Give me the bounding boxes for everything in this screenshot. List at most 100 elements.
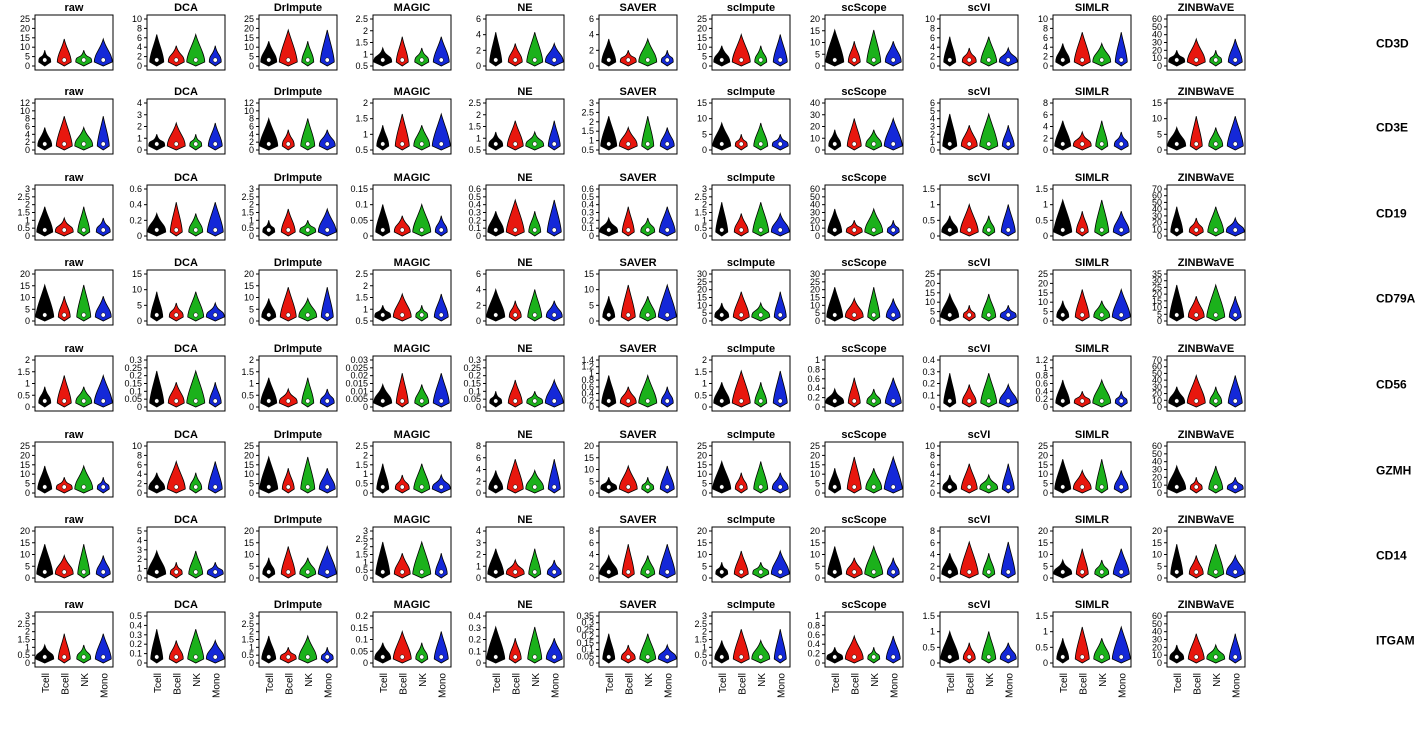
violin-mono — [771, 472, 789, 494]
y-tick-label: 0.1 — [922, 390, 935, 400]
y-tick-label: 6 — [1043, 33, 1048, 43]
median-dot — [1193, 398, 1199, 404]
median-dot — [42, 312, 48, 318]
median-dot — [777, 569, 783, 575]
y-tick-label: 15 — [244, 538, 254, 548]
y-tick-label: 4 — [476, 285, 481, 295]
median-dot — [986, 484, 992, 490]
y-tick-label: 3 — [249, 611, 254, 621]
y-tick-label: 4 — [1043, 42, 1048, 52]
median-dot — [664, 227, 670, 233]
y-tick-label: 60 — [1152, 362, 1162, 372]
y-tick-label: 15 — [697, 293, 707, 303]
median-dot — [738, 57, 744, 63]
violin-mono — [208, 382, 222, 408]
panel-dca-cd56: DCA 00.050.10.150.20.250.3 — [124, 343, 226, 412]
y-tick-label: 10 — [1152, 114, 1162, 124]
panel-title: scVI — [968, 599, 991, 611]
y-tick-label: 0 — [1043, 61, 1048, 71]
y-tick-label: 10 — [810, 469, 820, 479]
violin-bcell — [508, 638, 522, 664]
y-tick-label: 0 — [137, 145, 142, 155]
median-dot — [625, 141, 631, 147]
y-tick-label: 10 — [244, 469, 254, 479]
y-tick-label: 2 — [589, 117, 594, 127]
y-tick-label: 1 — [249, 215, 254, 225]
y-tick-label: 10 — [132, 441, 142, 451]
y-tick-label: 5 — [1043, 479, 1048, 489]
violin-tcell — [1053, 558, 1073, 579]
median-dot — [438, 484, 444, 490]
median-dot — [266, 484, 272, 490]
median-dot — [154, 398, 160, 404]
violin-bcell — [508, 300, 522, 322]
median-dot — [645, 227, 651, 233]
y-tick-label: 70 — [1152, 355, 1162, 365]
y-tick-label: 4 — [137, 535, 142, 545]
panel-frame — [258, 441, 338, 498]
median-dot — [664, 57, 670, 63]
violin-nk — [641, 116, 655, 151]
median-dot — [777, 484, 783, 490]
median-dot — [851, 654, 857, 660]
y-tick-label: 0.4 — [581, 389, 594, 399]
median-dot — [738, 398, 744, 404]
y-tick-label: 4 — [930, 469, 935, 479]
median-dot — [154, 484, 160, 490]
y-tick-label: 1.5 — [17, 635, 30, 645]
violin-bcell — [395, 373, 409, 408]
median-dot — [305, 227, 311, 233]
violin-bcell — [506, 459, 524, 494]
median-dot — [1174, 569, 1180, 575]
panel-scvi-cd56: scVI 0 0.10.2 0.3 0.4 — [922, 343, 1019, 412]
panel-title: ZINBWaVE — [1178, 514, 1234, 526]
y-tick-label: 15 — [244, 460, 254, 470]
violin-tcell — [373, 382, 393, 408]
panel-saver-cd3d: SAVER 0 2 4 6 — [589, 2, 678, 71]
violin-tcell — [489, 32, 503, 67]
y-tick-label: 1 — [702, 642, 707, 652]
median-dot — [419, 141, 425, 147]
violin-bcell — [392, 292, 412, 322]
violin-bcell — [962, 642, 976, 664]
y-tick-label: 2 — [702, 355, 707, 365]
median-dot — [1232, 398, 1238, 404]
y-tick-label: 0 — [702, 488, 707, 498]
median-dot — [738, 484, 744, 490]
median-dot — [1193, 312, 1199, 318]
y-tick-label: 10 — [1038, 550, 1048, 560]
x-label-tcell: Tcell — [831, 673, 842, 693]
panel-frame — [1052, 184, 1132, 241]
violin-nk — [865, 129, 883, 151]
violin-mono — [319, 29, 335, 67]
violin-nk — [1206, 283, 1226, 322]
y-tick-label: 0.025 — [345, 363, 368, 373]
y-tick-label: 2 — [363, 26, 368, 36]
panel-dca-cd19: DCA 0 0.2 0.4 0.6 — [129, 172, 226, 241]
violin-bcell — [1074, 289, 1090, 322]
y-tick-label: 0.5 — [355, 565, 368, 575]
y-tick-label: 0 — [137, 488, 142, 498]
y-tick-label: 5 — [930, 307, 935, 317]
violin-bcell — [57, 296, 71, 322]
panel-frame — [939, 14, 1019, 71]
violin-nk — [864, 207, 884, 237]
median-dot — [154, 141, 160, 147]
y-tick-label: 2 — [249, 200, 254, 210]
y-tick-label: 15 — [697, 33, 707, 43]
panel-frame — [372, 98, 452, 155]
median-dot — [625, 654, 631, 660]
y-tick-label: 0.8 — [807, 364, 820, 374]
y-tick-label: 5 — [589, 300, 594, 310]
median-dot — [61, 312, 67, 318]
panel-title: NE — [517, 86, 532, 98]
y-tick-label: 8 — [25, 114, 30, 124]
violin-mono — [432, 36, 450, 67]
violin-bcell — [959, 540, 979, 579]
violin-bcell — [733, 213, 749, 237]
y-tick-label: 15 — [697, 98, 707, 108]
y-tick-label: 6 — [476, 14, 481, 24]
median-dot — [81, 227, 87, 233]
median-dot — [212, 57, 218, 63]
violin-nk — [1094, 199, 1110, 237]
